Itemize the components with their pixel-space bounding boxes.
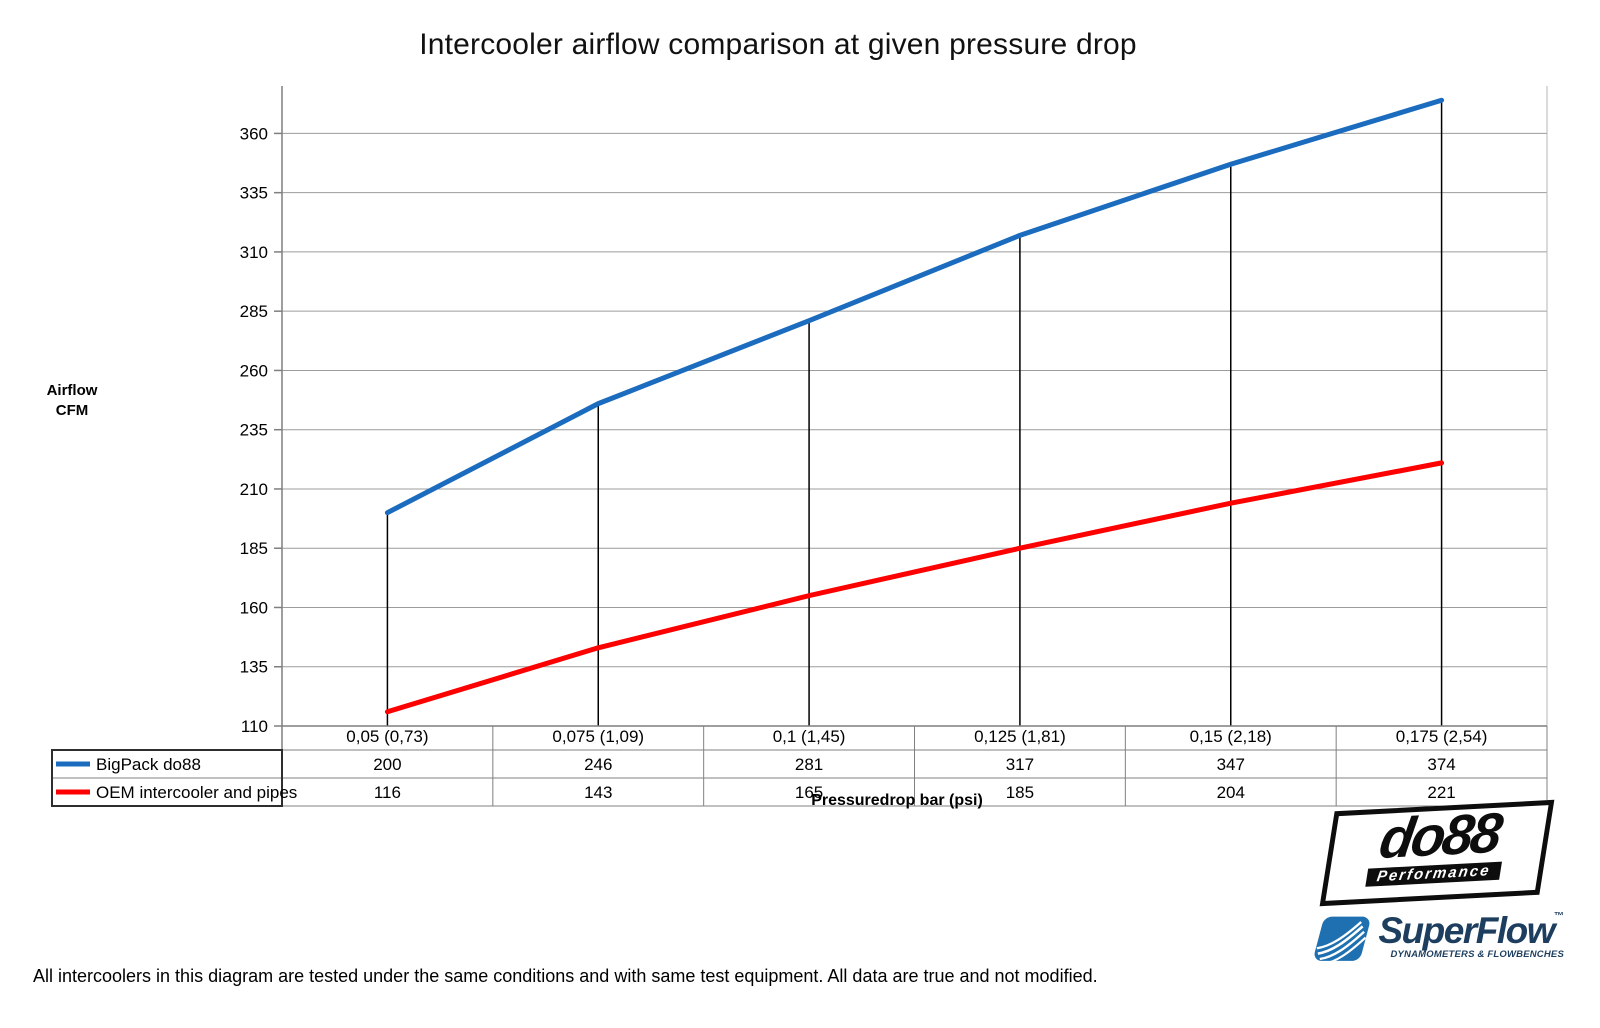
chart-text: 260 [240, 361, 268, 380]
do88-logo-text: do88 [1375, 800, 1505, 871]
chart-title: Intercooler airflow comparison at given … [419, 28, 1137, 61]
chart-text: 285 [240, 302, 268, 321]
table-row-0: BigPack do88 200 246 281 317 347 374 [56, 755, 1456, 774]
chart-text: 135 [240, 658, 268, 677]
chart-text: 317 [1006, 755, 1034, 774]
chart-text: 210 [240, 480, 268, 499]
chart-text: 221 [1427, 783, 1455, 802]
droplines [386, 100, 1443, 726]
chart-text: 281 [795, 755, 823, 774]
footer-note: All intercoolers in this diagram are tes… [33, 966, 1098, 986]
chart-text: 185 [240, 539, 268, 558]
chart-text: 0,075 (1,09) [552, 727, 644, 746]
table-row-1: OEM intercooler and pipes 116 143 165 185 204… [56, 783, 1456, 802]
chart-text: 165 [795, 783, 823, 802]
y-axis-label: Airflow CFM [26, 381, 118, 421]
chart-text: 110 [241, 717, 268, 736]
chart-text: 335 [240, 184, 268, 203]
chart-text: 360 [240, 124, 268, 143]
chart-text: 0,175 (2,54) [1396, 727, 1488, 746]
superflow-logo-subtitle: DYNAMOMETERS & FLOWBENCHES [1390, 949, 1564, 960]
superflow-wave-icon [1314, 916, 1370, 965]
chart-text: BigPack do88 [96, 755, 201, 774]
y-axis [274, 86, 1547, 750]
data-table [51, 726, 1548, 807]
y-axis-label-line1: Airflow [46, 382, 98, 399]
chart-text: OEM intercooler and pipes [96, 783, 297, 802]
chart-text: 160 [240, 598, 268, 617]
x-axis-title: Pressuredrop bar (psi) [811, 792, 983, 809]
legend-outline [51, 749, 283, 807]
chart-text: 0,1 (1,45) [773, 727, 846, 746]
chart-text: 347 [1217, 755, 1245, 774]
superflow-trademark: ™ [1554, 911, 1564, 922]
chart-text: 0,125 (1,81) [974, 727, 1066, 746]
chart-text: 310 [240, 243, 268, 262]
y-tick-labels: 110 135 160 185 210 235 260 285 310 335 360 [240, 124, 268, 736]
chart-text: 0,05 (0,73) [346, 727, 428, 746]
superflow-logo-text: SuperFlow [1378, 910, 1555, 951]
do88-logo: do88 Performance [1319, 799, 1555, 907]
chart-text: 116 [374, 783, 401, 802]
y-axis-label-line2: CFM [55, 402, 89, 419]
series-line-0 [384, 97, 1445, 516]
chart-text: 143 [584, 783, 612, 802]
chart-text: 246 [584, 755, 612, 774]
gridlines [282, 132, 1547, 668]
chart-text: 235 [240, 421, 268, 440]
chart-text: 204 [1217, 783, 1245, 802]
chart-text: 0,15 (2,18) [1190, 727, 1272, 746]
series-line-1 [384, 460, 1445, 715]
superflow-logo: SuperFlow™ DYNAMOMETERS & FLOWBENCHES [1312, 912, 1564, 980]
x-tick-labels: 0,05 (0,73) 0,075 (1,09) 0,1 (1,45) 0,125 (… [346, 727, 1487, 746]
chart-text: 185 [1006, 783, 1034, 802]
chart-text: 200 [373, 755, 401, 774]
chart-text: 374 [1427, 755, 1455, 774]
